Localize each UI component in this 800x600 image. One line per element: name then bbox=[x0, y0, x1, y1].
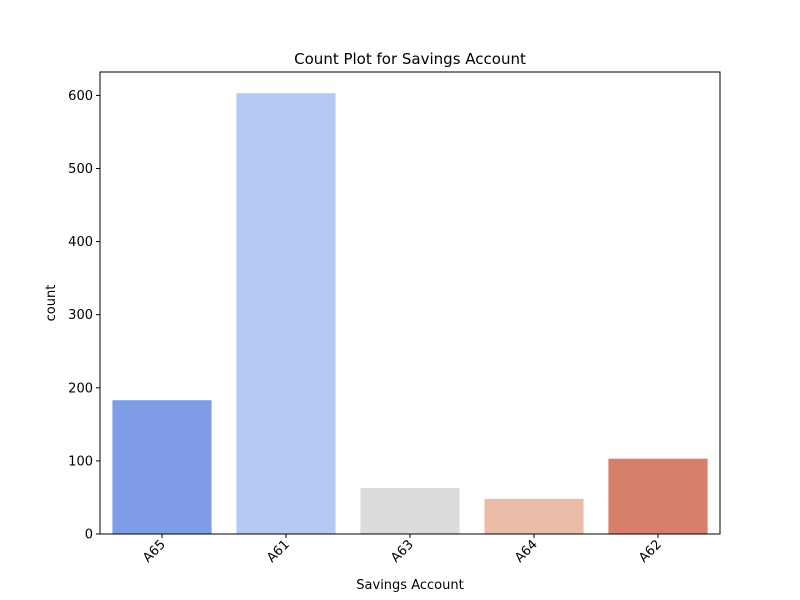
x-tick-label-a65: A65 bbox=[140, 537, 169, 566]
bar-a64 bbox=[484, 498, 584, 534]
x-tick-label-a61: A61 bbox=[264, 537, 293, 566]
y-tick-label-200: 200 bbox=[68, 381, 93, 396]
x-tick-label-a62: A62 bbox=[636, 537, 665, 566]
y-tick-label-400: 400 bbox=[68, 235, 93, 250]
bar-a62 bbox=[608, 458, 708, 534]
chart-title: Count Plot for Savings Account bbox=[294, 50, 526, 68]
bars-group bbox=[112, 93, 708, 534]
y-tick-label-0: 0 bbox=[85, 528, 93, 543]
y-tick-label-600: 600 bbox=[68, 89, 93, 104]
x-tick-label-a63: A63 bbox=[388, 537, 417, 566]
bar-a63 bbox=[360, 487, 460, 534]
x-axis: A65 A61 A63 A64 A62 bbox=[140, 534, 665, 566]
bar-a61 bbox=[236, 93, 336, 534]
y-tick-label-300: 300 bbox=[68, 308, 93, 323]
y-tick-label-500: 500 bbox=[68, 162, 93, 177]
x-axis-label: Savings Account bbox=[356, 578, 463, 593]
y-tick-label-100: 100 bbox=[68, 454, 93, 469]
x-tick-label-a64: A64 bbox=[512, 537, 541, 566]
y-axis-label: count bbox=[44, 285, 59, 322]
y-axis: 0 100 200 300 400 500 600 bbox=[68, 89, 100, 543]
bar-a65 bbox=[112, 400, 212, 534]
